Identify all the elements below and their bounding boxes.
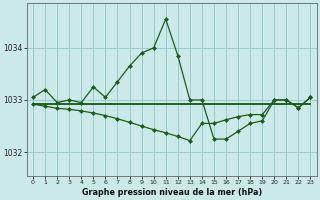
X-axis label: Graphe pression niveau de la mer (hPa): Graphe pression niveau de la mer (hPa) [82,188,262,197]
